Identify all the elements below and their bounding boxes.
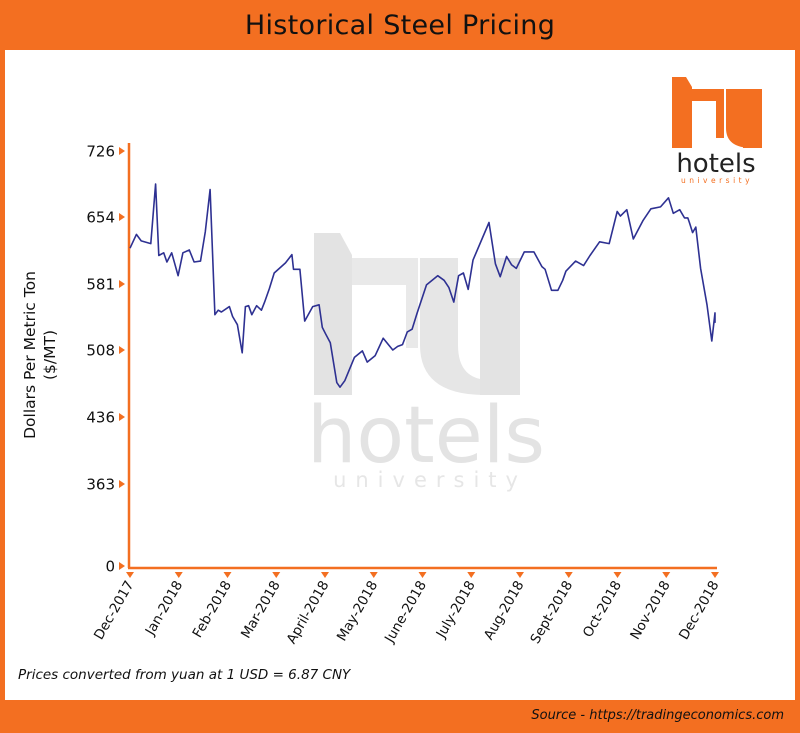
y-tick-label: 581 [86, 276, 115, 294]
title-bar: Historical Steel Pricing [0, 0, 800, 50]
x-axis: Dec-2017 Jan-2018 Feb-2018 Mar-2018 April-20… [91, 566, 723, 647]
watermark-sub: university [333, 468, 527, 492]
x-tick-mark [564, 572, 573, 578]
chart-panel [5, 50, 795, 700]
x-tick-label: Oct-2018 [580, 578, 625, 640]
y-tick-mark [119, 480, 125, 488]
x-tick-mark [369, 572, 378, 578]
x-tick-label: Feb-2018 [190, 578, 235, 641]
x-tick-mark [613, 572, 622, 578]
hu-monogram-icon [672, 77, 762, 148]
y-axis-label-line-2: ($/MT) [41, 329, 59, 381]
watermark-hu-monogram-icon [314, 233, 520, 395]
x-tick-label: Aug-2018 [481, 578, 528, 643]
x-tick-label: May-2018 [334, 578, 381, 644]
watermark: hotels university [307, 233, 545, 492]
chart-title: Historical Steel Pricing [244, 9, 556, 41]
y-tick-mark [119, 213, 125, 221]
footer-bar: Source - https://tradingeconomics.com [0, 700, 800, 733]
x-tick-mark [662, 572, 671, 578]
y-axis-label-line-1: Dollars Per Metric Ton [21, 271, 39, 439]
brand-logo: hotels university [672, 77, 762, 185]
x-tick-mark [711, 572, 719, 578]
x-tick-mark [516, 572, 524, 578]
watermark-brand: hotels [307, 391, 545, 481]
x-tick-label: Jan-2018 [142, 578, 186, 639]
y-tick-label: 0 [105, 558, 115, 576]
x-tick-mark [321, 572, 329, 578]
y-axis: 0 363 436 508 581 654 726 [86, 143, 131, 576]
y-tick-mark [119, 346, 125, 354]
logo-brand: hotels [676, 149, 755, 179]
x-tick-mark [467, 572, 476, 578]
y-tick-mark [119, 413, 125, 421]
x-tick-label: Nov-2018 [627, 578, 673, 642]
x-tick-mark [174, 572, 183, 578]
y-tick-label: 363 [86, 476, 115, 494]
y-tick-mark [119, 147, 125, 155]
x-tick-mark [126, 572, 134, 578]
x-tick-mark [272, 572, 281, 578]
y-tick-label: 436 [86, 409, 115, 427]
x-tick-label: June-2018 [381, 578, 430, 646]
y-tick-label: 654 [86, 209, 115, 227]
series-line-steel-price [129, 183, 716, 388]
x-tick-label: Sept-2018 [527, 578, 576, 647]
y-tick-mark [119, 562, 125, 570]
x-tick-mark [223, 572, 232, 578]
logo-sub: university [681, 176, 753, 185]
conversion-note: Prices converted from yuan at 1 USD = 6.… [18, 667, 351, 683]
x-tick-mark [418, 572, 427, 578]
x-tick-label: July-2018 [433, 578, 479, 642]
source-credit: Source - https://tradingeconomics.com [531, 708, 784, 723]
x-tick-label: April-2018 [284, 578, 333, 647]
x-tick-label: Mar-2018 [238, 578, 284, 641]
y-tick-label: 508 [86, 342, 115, 360]
x-tick-label: Dec-2017 [91, 578, 138, 643]
x-tick-label: Dec-2018 [676, 578, 723, 643]
y-tick-label: 726 [86, 143, 115, 161]
y-tick-mark [119, 280, 125, 288]
